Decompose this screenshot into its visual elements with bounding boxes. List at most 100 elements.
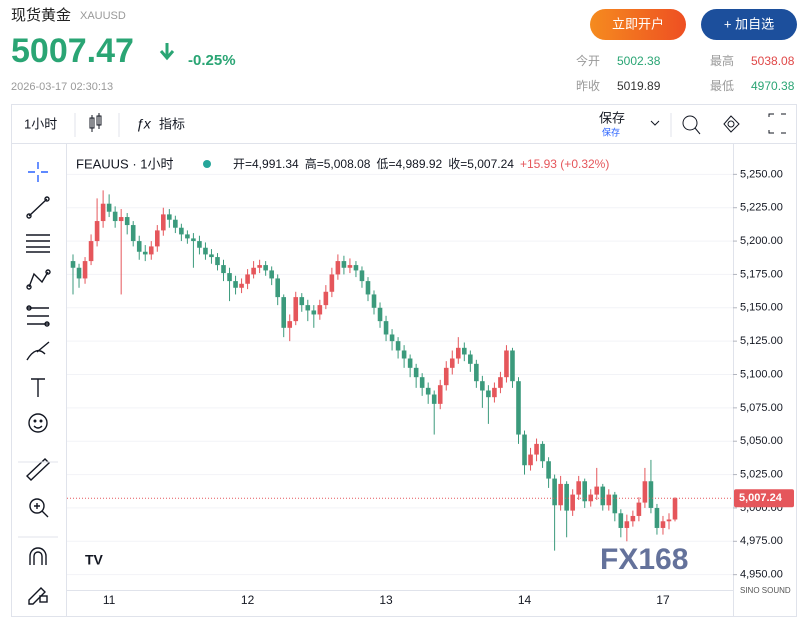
- x-tick-label: 14: [518, 593, 532, 607]
- stat-value: 5002.38: [617, 54, 661, 68]
- watermark: FX168: [600, 543, 688, 576]
- x-tick-label: 13: [379, 593, 393, 607]
- candle-body: [564, 483, 569, 511]
- candle-body: [528, 454, 533, 466]
- stat-label: 最高: [710, 53, 734, 68]
- candle-body: [407, 358, 413, 368]
- candle-body: [167, 214, 172, 220]
- candle-body: [293, 297, 299, 322]
- save-sub[interactable]: 保存: [602, 126, 620, 137]
- candle-body: [618, 513, 624, 528]
- y-tick-label: 5,100.00: [740, 368, 783, 380]
- candle-body: [395, 341, 401, 351]
- candle-body: [161, 214, 166, 231]
- x-tick-label: 12: [241, 593, 255, 607]
- candle-body: [654, 507, 660, 528]
- candle-body: [112, 211, 118, 222]
- candle-body: [299, 297, 305, 306]
- status-dot: [203, 160, 211, 168]
- candle-body: [437, 385, 443, 404]
- candle-body: [498, 377, 503, 388]
- candle-body: [510, 350, 515, 382]
- save[interactable]: 保存: [599, 110, 625, 125]
- y-tick-label: 5,125.00: [740, 335, 783, 347]
- candle-body: [431, 394, 437, 404]
- instrument-name: 现货黄金: [11, 7, 71, 24]
- price: 5007.47: [11, 32, 134, 70]
- candle-body: [660, 521, 666, 528]
- x-tick-label: 17: [656, 593, 670, 607]
- dropdown[interactable]: [650, 120, 660, 126]
- y-tick-label: 4,950.00: [740, 569, 783, 581]
- toolbar-icons[interactable]: [682, 113, 786, 135]
- candle-body: [142, 251, 148, 255]
- candle-body: [516, 381, 521, 435]
- candle-body: [329, 274, 335, 292]
- candle-body: [449, 358, 455, 368]
- candle-body: [215, 257, 220, 266]
- candle-body: [203, 247, 208, 255]
- open-account-button[interactable]: [590, 9, 686, 40]
- candle-body: [642, 481, 648, 503]
- candle-body: [570, 494, 575, 511]
- fx-icon[interactable]: ƒx: [136, 116, 152, 132]
- candle-body: [185, 234, 190, 239]
- candle-body: [630, 515, 636, 522]
- candle-body: [118, 217, 124, 222]
- candle-body: [486, 390, 491, 398]
- candle-body: [377, 307, 383, 322]
- add-watch-button[interactable]: [701, 9, 797, 40]
- candle-body: [245, 274, 250, 284]
- candle-body: [666, 519, 672, 522]
- candle-body: [552, 478, 557, 506]
- candle-body: [359, 270, 365, 282]
- ohlc-legend: 低=4,989.92: [376, 157, 442, 171]
- chart-title: FEAUUS · 1小时: [76, 156, 174, 171]
- candle-body: [221, 265, 226, 274]
- candle-body: [425, 387, 431, 395]
- candle-body: [401, 350, 407, 359]
- indicators[interactable]: 指标: [159, 116, 185, 131]
- candle-body: [191, 238, 196, 242]
- y-tick-label: 5,050.00: [740, 435, 783, 447]
- candle-body: [323, 291, 329, 306]
- candle-body: [251, 267, 256, 275]
- stat-value: 5019.89: [617, 79, 661, 93]
- y-tick-label: 5,175.00: [740, 268, 783, 280]
- candle-body: [347, 265, 353, 268]
- ohlc-legend: 收=5,007.24: [448, 157, 514, 171]
- candle-body: [287, 321, 293, 328]
- candle-body: [600, 486, 606, 506]
- y-tick-label: 5,200.00: [740, 235, 783, 247]
- candle-body: [594, 486, 600, 495]
- interval[interactable]: 1小时: [24, 116, 57, 131]
- drawing-tools[interactable]: [25, 162, 51, 605]
- candle-body: [389, 334, 395, 342]
- candle-body: [480, 381, 485, 391]
- candle-body: [209, 254, 214, 258]
- candle-body: [341, 261, 347, 268]
- candle-body: [70, 261, 76, 268]
- candle-body: [148, 246, 154, 255]
- candle-icon[interactable]: [89, 113, 102, 132]
- candle-body: [335, 261, 341, 275]
- stat-label: 最低: [710, 79, 734, 93]
- candle-body: [365, 281, 371, 295]
- change: -0.25%: [188, 52, 236, 69]
- add-watch-label[interactable]: + 加自选: [724, 16, 774, 31]
- candle-body: [154, 230, 160, 247]
- open-account-label[interactable]: 立即开户: [612, 16, 664, 31]
- down-arrow: [159, 43, 175, 61]
- candle-body: [540, 443, 545, 462]
- ohlc-legend: 高=5,008.08: [305, 156, 371, 171]
- candle-body: [281, 297, 287, 328]
- candle-body: [305, 305, 311, 311]
- candle-body: [371, 294, 377, 308]
- candle-body: [419, 377, 425, 388]
- candle-body: [275, 278, 280, 298]
- candle-body: [534, 443, 539, 455]
- y-tick-label: 5,225.00: [740, 202, 783, 214]
- candle-body: [624, 521, 630, 528]
- candle-body: [455, 347, 461, 359]
